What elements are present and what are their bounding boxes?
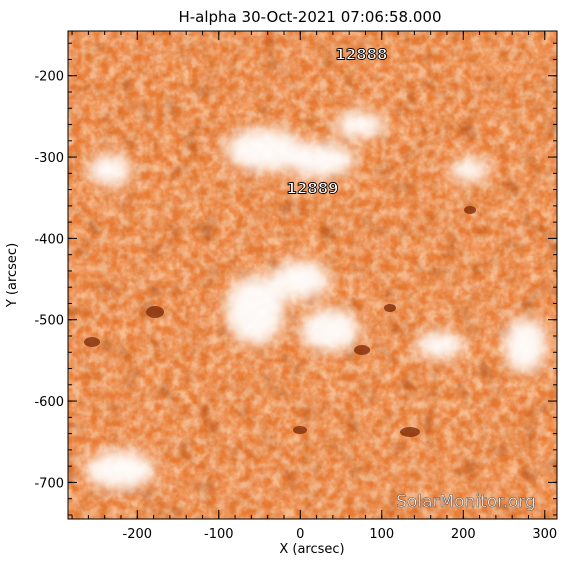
y-tick-labels: -200 -300 -400 -500 -600 -700: [34, 70, 64, 492]
active-region-label: 12889: [286, 180, 338, 198]
active-region-label: 12888: [335, 45, 387, 63]
x-tick-label: 300: [532, 527, 557, 542]
figure-title: H-alpha 30-Oct-2021 07:06:58.000: [178, 8, 441, 26]
axis-ticks: [68, 31, 557, 519]
active-region-labels: 12888 12889: [286, 45, 388, 198]
bright-plage-regions: [85, 111, 547, 490]
plot-frame: [67, 30, 558, 520]
x-axis-label: X (arcsec): [279, 542, 344, 557]
x-tick-label: 200: [451, 527, 476, 542]
y-tick-label: -700: [34, 476, 64, 491]
y-tick-label: -300: [34, 151, 64, 166]
dark-filaments: [84, 206, 476, 437]
halpha-map: [68, 31, 557, 519]
y-tick-label: -500: [34, 314, 64, 329]
x-tick-label: -100: [204, 527, 234, 542]
x-tick-labels: -200 -100 0 100 200 300: [123, 527, 558, 542]
watermark: SolarMonitor.org: [396, 492, 536, 512]
y-axis-label: Y (arcsec): [5, 243, 20, 308]
x-tick-label: 0: [296, 527, 304, 542]
x-tick-label: 100: [369, 527, 394, 542]
x-tick-label: -200: [123, 527, 153, 542]
y-tick-label: -200: [34, 70, 64, 85]
y-tick-label: -400: [34, 232, 64, 247]
y-tick-label: -600: [34, 395, 64, 410]
